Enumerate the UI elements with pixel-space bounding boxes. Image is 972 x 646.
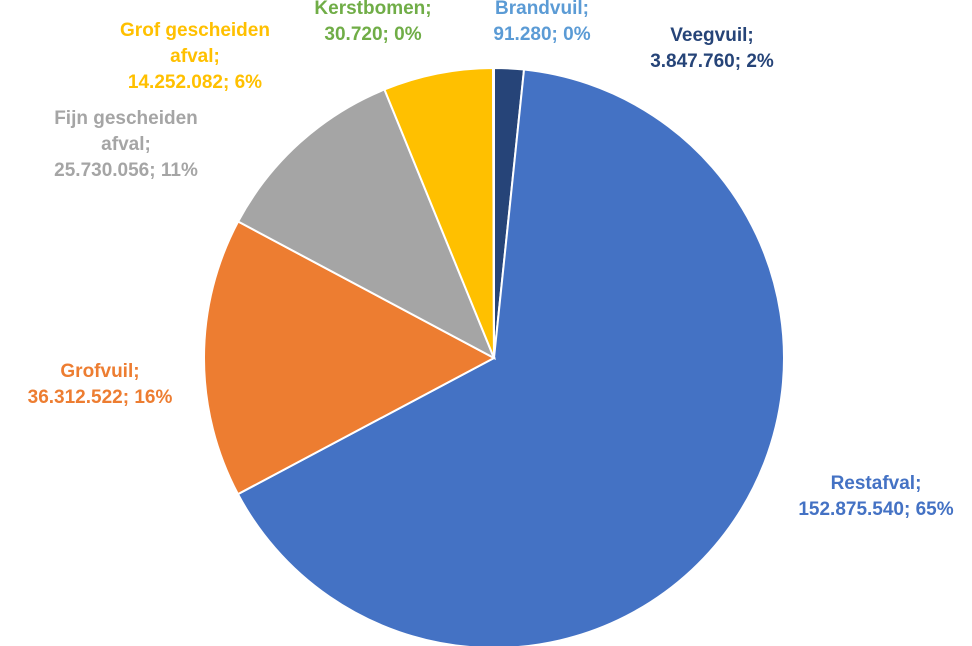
slice-grofvuil bbox=[202, 220, 497, 496]
data-label-line: Grofvuil; bbox=[60, 361, 139, 382]
data-label-line: afval; bbox=[170, 46, 220, 67]
data-label-line: 30.720; 0% bbox=[324, 24, 421, 45]
data-label-line: Kerstbomen; bbox=[314, 0, 431, 19]
data-labels: Veegvuil; 3.847.760; 2% Restafval; 152.875.… bbox=[28, 0, 954, 520]
data-label-line: afval; bbox=[101, 134, 151, 155]
slice-brandvuil bbox=[492, 66, 495, 359]
data-label-line: 36.312.522; 16% bbox=[28, 387, 173, 408]
data-label-line: Grof gescheiden bbox=[120, 20, 270, 41]
data-label-line: Fijn gescheiden bbox=[54, 108, 198, 129]
data-label-brandvuil: Brandvuil; 91.280; 0% bbox=[493, 0, 590, 45]
pie-slices bbox=[202, 66, 785, 646]
data-label-kerstbomen: Kerstbomen; 30.720; 0% bbox=[314, 0, 431, 45]
data-label-grof-gescheiden-afval: Grof gescheiden afval; 14.252.082; 6% bbox=[120, 20, 270, 93]
data-label-line: 14.252.082; 6% bbox=[128, 72, 262, 93]
slice-restafval bbox=[236, 68, 785, 646]
data-label-restafval: Restafval; 152.875.540; 65% bbox=[798, 473, 953, 520]
data-label-line: 25.730.056; 11% bbox=[54, 160, 198, 181]
data-label-line: Brandvuil; bbox=[495, 0, 589, 19]
data-label-line: Veegvuil; bbox=[670, 25, 753, 46]
data-label-veegvuil: Veegvuil; 3.847.760; 2% bbox=[650, 25, 774, 72]
slice-fijn-gescheiden-afval bbox=[236, 88, 496, 361]
data-label-line: 3.847.760; 2% bbox=[650, 51, 774, 72]
data-label-line: 91.280; 0% bbox=[493, 24, 590, 45]
data-label-fijn-gescheiden-afval: Fijn gescheiden afval; 25.730.056; 11% bbox=[54, 108, 198, 181]
data-label-grofvuil: Grofvuil; 36.312.522; 16% bbox=[28, 361, 173, 408]
data-label-line: 152.875.540; 65% bbox=[798, 499, 953, 520]
data-label-line: Restafval; bbox=[831, 473, 922, 494]
